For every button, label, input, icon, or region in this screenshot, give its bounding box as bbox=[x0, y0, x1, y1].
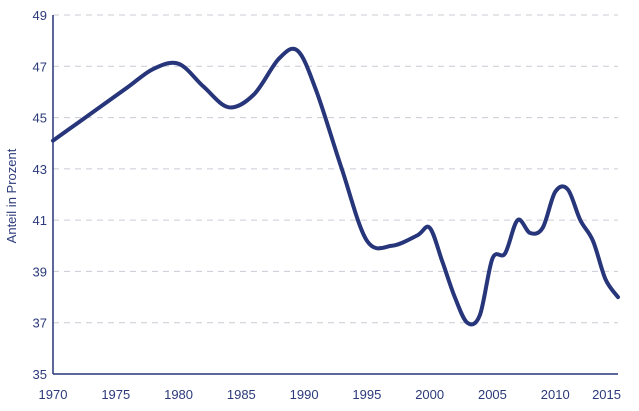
y-tick-label: 35 bbox=[33, 367, 47, 382]
x-tick-label: 2005 bbox=[478, 387, 507, 402]
y-tick-label: 41 bbox=[33, 213, 47, 228]
x-tick-label: 1970 bbox=[39, 387, 68, 402]
series-line bbox=[51, 46, 620, 327]
y-tick-label: 37 bbox=[33, 316, 47, 331]
y-tick-labels: 35 37 39 41 43 45 47 49 bbox=[33, 8, 47, 382]
series-group bbox=[51, 46, 620, 327]
x-tick-label: 2000 bbox=[415, 387, 444, 402]
x-tick-label: 1995 bbox=[352, 387, 381, 402]
y-tick-label: 47 bbox=[33, 59, 47, 74]
y-tick-label: 43 bbox=[33, 162, 47, 177]
x-tick-labels: 1970 1975 1980 1985 1990 1995 2000 2005 2010 2015 bbox=[39, 387, 621, 402]
y-tick-label: 39 bbox=[33, 264, 47, 279]
gridlines bbox=[53, 14, 618, 324]
y-tick-label: 45 bbox=[33, 111, 47, 126]
x-tick-label: 2015 bbox=[592, 387, 621, 402]
x-tick-label: 2010 bbox=[541, 387, 570, 402]
x-tick-label: 1975 bbox=[101, 387, 130, 402]
x-tick-label: 1980 bbox=[164, 387, 193, 402]
x-tick-label: 1985 bbox=[227, 387, 256, 402]
y-tick-label: 49 bbox=[33, 8, 47, 23]
x-tick-label: 1990 bbox=[290, 387, 319, 402]
y-axis-label: Anteil in Prozent bbox=[4, 148, 19, 243]
